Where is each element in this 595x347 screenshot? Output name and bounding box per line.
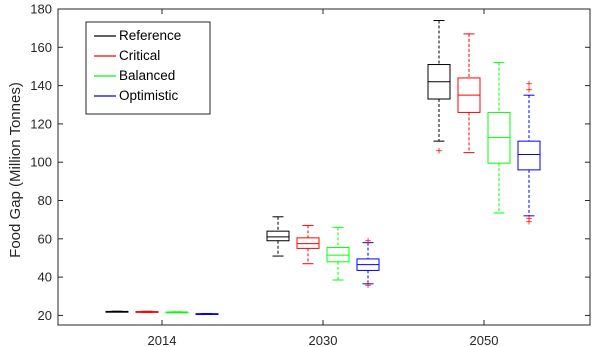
x-tick-label: 2050 [470,333,499,347]
box-reference-2014 [105,310,129,313]
y-tick-label: 160 [30,40,52,55]
iqr-box [266,230,290,242]
legend: Reference Critical Balanced Optimistic [85,21,211,115]
legend-label: Critical [119,48,160,63]
box-critical-2014 [135,310,159,313]
legend-box [85,21,211,115]
legend-label: Balanced [119,68,175,83]
y-tick-label: 20 [38,308,52,323]
box-optimistic-2030: ++ [356,237,380,291]
y-axis-title: Food Gap (Million Tonnes) [7,82,24,258]
y-tick-label: 60 [38,231,52,246]
x-tick-label: 2014 [148,333,177,347]
box-balanced-2050 [487,62,511,214]
box-balanced-2030 [326,226,350,281]
y-tick-label: 140 [30,78,52,93]
y-tick-label: 80 [38,193,52,208]
outlier-point: + [364,281,372,291]
box-critical-2050 [457,33,481,154]
y-tick-label: 120 [30,116,52,131]
outlier-point: + [435,147,443,157]
outlier-point: + [364,237,372,247]
box-reference-2030 [266,216,290,257]
y-tick-label: 100 [30,155,52,170]
legend-label: Optimistic [119,88,179,103]
y-tick-label: 40 [38,270,52,285]
y-tick-label: 180 [30,2,52,17]
plot-frame [57,8,591,326]
outlier-point: + [525,218,533,228]
box-reference-2050: + [427,19,451,157]
box-optimistic-2050: ++++ [517,80,541,228]
x-tick-label: 2030 [309,333,338,347]
box-optimistic-2014 [195,313,219,316]
box-balanced-2014 [165,311,189,314]
outlier-point: + [525,80,533,90]
outlier-point: + [525,214,533,224]
iqr-box [517,140,541,171]
legend-label: Reference [119,28,181,43]
outlier-point: + [525,85,533,95]
box-critical-2030 [296,224,320,265]
